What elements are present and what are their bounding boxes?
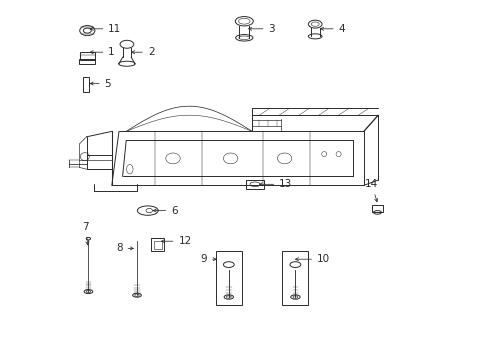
Text: 12: 12	[162, 236, 192, 246]
Bar	[216, 251, 242, 305]
Text: 10: 10	[295, 254, 330, 264]
Text: 5: 5	[90, 78, 111, 89]
Text: 11: 11	[90, 24, 122, 34]
Bar	[372, 205, 383, 212]
Bar	[154, 241, 162, 249]
Text: 3: 3	[248, 24, 275, 34]
Text: 2: 2	[132, 47, 154, 57]
Text: 13: 13	[259, 179, 293, 189]
Text: 8: 8	[116, 243, 133, 253]
Bar	[83, 77, 89, 92]
Bar	[245, 180, 265, 189]
Bar	[151, 238, 164, 251]
Text: 9: 9	[200, 254, 216, 264]
Bar	[79, 59, 95, 64]
Text: 14: 14	[365, 179, 378, 202]
Text: 7: 7	[82, 222, 89, 245]
Bar	[80, 52, 95, 60]
Text: 4: 4	[320, 24, 345, 34]
Text: 6: 6	[153, 206, 178, 216]
Bar	[282, 251, 308, 305]
Text: 1: 1	[90, 47, 115, 57]
